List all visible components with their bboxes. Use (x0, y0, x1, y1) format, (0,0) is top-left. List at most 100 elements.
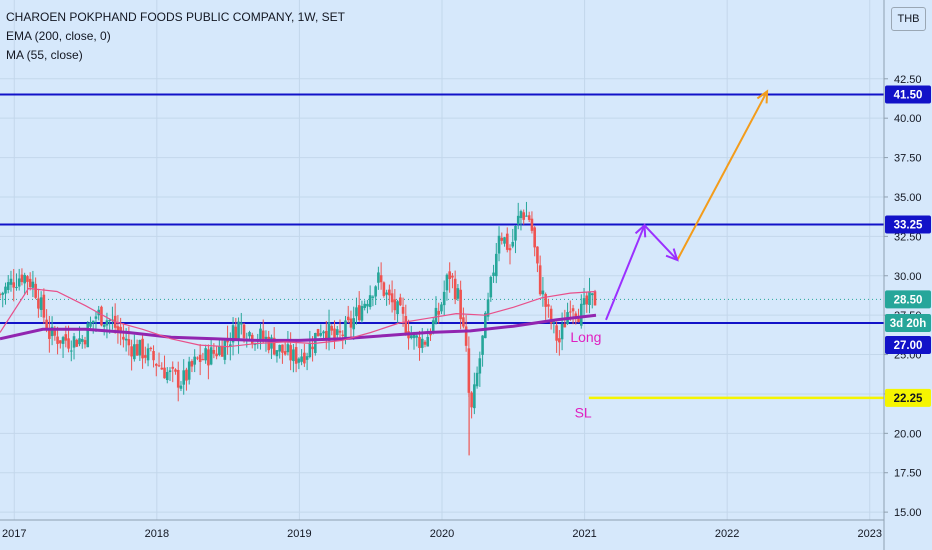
ema-legend: EMA (200, close, 0) (6, 29, 111, 43)
candle-body (516, 215, 520, 225)
candle-body (344, 320, 347, 340)
candle (39, 291, 43, 318)
candle (382, 281, 386, 298)
projection-arrows (605, 89, 769, 321)
candle-body (253, 343, 257, 346)
candle-body (6, 282, 10, 290)
candle (75, 338, 79, 348)
candle-body (234, 326, 238, 340)
candle-body (456, 288, 460, 299)
candle (473, 372, 476, 415)
candle-body (324, 330, 328, 340)
grid-lines (0, 0, 884, 520)
candle (527, 211, 531, 223)
candle-body (80, 338, 84, 342)
currency-button[interactable]: THB (891, 7, 926, 31)
candle-body (182, 370, 186, 385)
candle-body (286, 344, 290, 353)
candle (59, 340, 62, 349)
candle (437, 302, 441, 324)
candle (259, 323, 262, 350)
candle (464, 315, 468, 352)
candle (190, 359, 194, 373)
stop-loss-price-label-bg (885, 388, 931, 407)
candle-body (429, 333, 432, 336)
candle-body (484, 312, 487, 339)
chart-legend: CHAROEN POKPHAND FOODS PUBLIC COMPANY, 1… (6, 8, 345, 65)
candle-body (75, 339, 79, 347)
candle (445, 273, 449, 301)
candle-body (522, 212, 526, 220)
candle (28, 272, 32, 291)
candle (220, 339, 224, 357)
candle (1, 291, 5, 308)
candle (215, 345, 218, 360)
candle-body (212, 350, 216, 354)
candle (494, 242, 498, 284)
candle (34, 277, 37, 300)
price-tick-label: 20.00 (894, 428, 922, 440)
candle (239, 312, 243, 335)
candle (91, 320, 95, 334)
candle-body (231, 325, 235, 343)
candle-body (319, 333, 323, 336)
time-tick-label: 2019 (287, 528, 311, 540)
candle-body (163, 367, 166, 379)
candle-body (17, 278, 21, 287)
candle (209, 339, 213, 366)
candle (72, 332, 76, 360)
price-tick-label: 15.00 (894, 507, 922, 519)
candle (324, 320, 328, 350)
candle (160, 362, 164, 370)
candle (451, 273, 454, 289)
time-tick-label: 2023 (857, 528, 881, 540)
last-price-label-bg (885, 290, 931, 309)
candle (442, 280, 446, 316)
candle-body (390, 293, 394, 303)
candle (48, 315, 51, 353)
candle-body (94, 316, 98, 319)
candle-body (61, 337, 65, 344)
candle-body (152, 351, 155, 361)
candle-body (185, 369, 188, 381)
candle (462, 307, 465, 329)
candle (168, 367, 172, 381)
candle (157, 352, 161, 368)
candle (525, 201, 528, 217)
candle-body (379, 275, 383, 283)
candle (283, 340, 287, 356)
candle (234, 317, 238, 341)
candle (89, 316, 92, 329)
candle (579, 294, 583, 329)
candle-body (459, 289, 462, 320)
candle-body (303, 352, 306, 364)
candle-body (168, 370, 172, 373)
candle-body (108, 319, 111, 322)
candle-body (404, 316, 408, 334)
candle (69, 340, 73, 362)
candle (582, 287, 586, 318)
ma-55-line (0, 287, 597, 348)
ema-200-line (0, 313, 597, 342)
candle (165, 367, 169, 384)
level-33-25-label-bg (885, 215, 931, 234)
candle-body (494, 253, 498, 277)
candle-body (377, 272, 380, 283)
candle-body (492, 272, 495, 277)
candle-body (237, 321, 240, 341)
candle-body (335, 329, 339, 335)
candle-body (574, 313, 578, 318)
candle-body (187, 361, 191, 380)
price-tick-label: 37.50 (894, 153, 922, 165)
candle-body (259, 328, 262, 340)
candle-body (396, 301, 399, 315)
candle-body (149, 347, 153, 350)
candle-body (338, 330, 342, 333)
candle-body (547, 304, 550, 307)
candle (478, 351, 482, 387)
candle (571, 304, 575, 325)
candle-body (489, 276, 493, 298)
candle (588, 277, 591, 314)
candle (17, 268, 21, 291)
